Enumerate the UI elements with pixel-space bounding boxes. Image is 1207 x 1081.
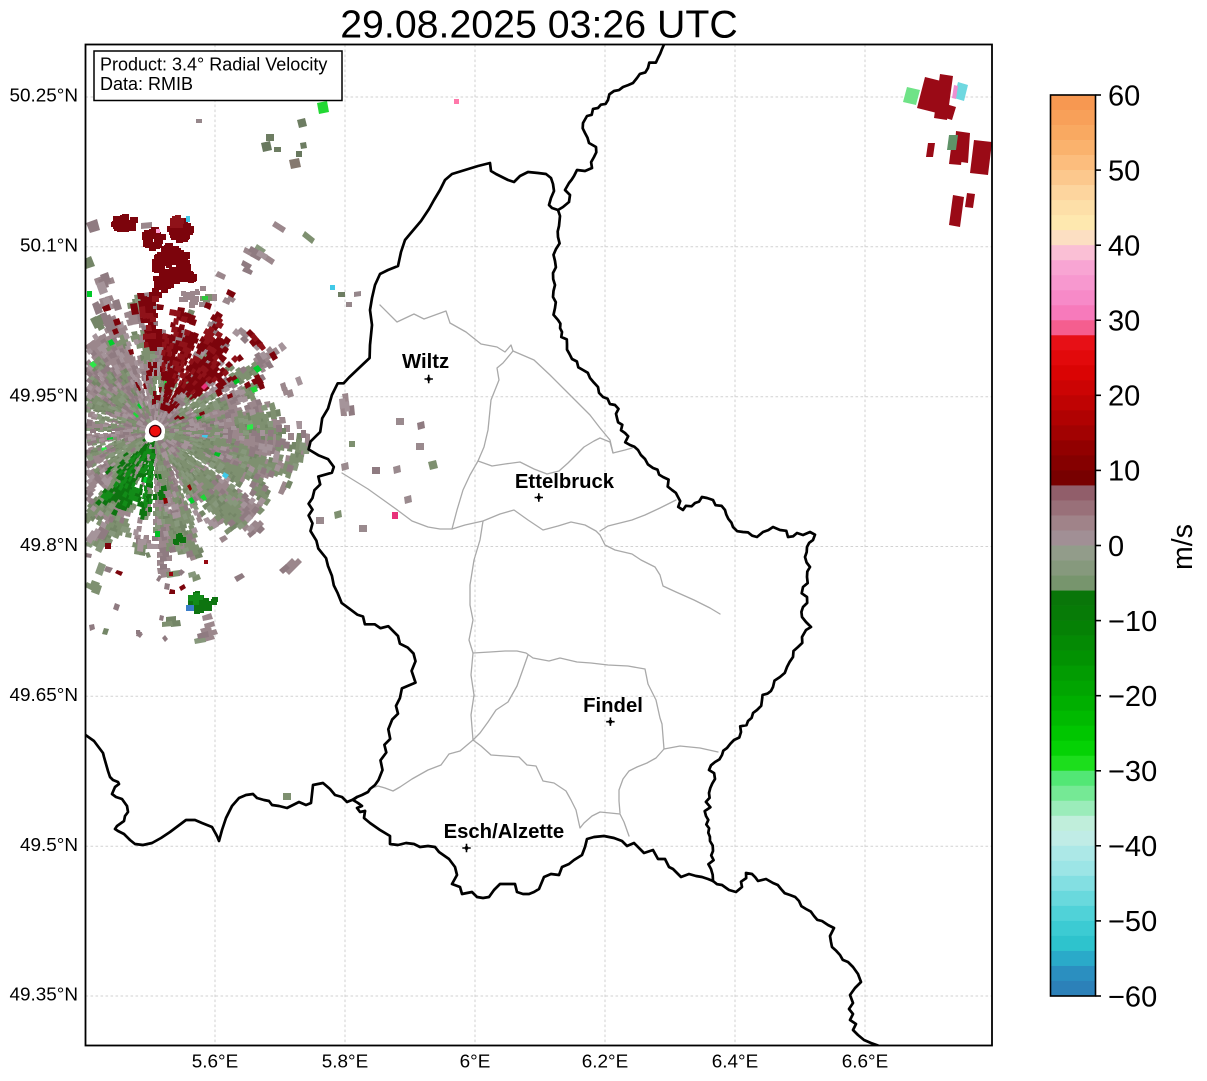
svg-text:20: 20 (1108, 381, 1140, 413)
svg-text:30: 30 (1108, 306, 1140, 338)
svg-text:Findel: Findel (583, 695, 643, 717)
svg-text:Wiltz: Wiltz (402, 351, 449, 373)
svg-text:50: 50 (1108, 155, 1140, 187)
svg-text:49.8°N: 49.8°N (20, 535, 78, 556)
svg-text:5.6°E: 5.6°E (192, 1052, 238, 1073)
svg-text:−60: −60 (1108, 981, 1157, 1013)
svg-text:−50: −50 (1108, 906, 1157, 938)
svg-text:−20: −20 (1108, 681, 1157, 713)
svg-text:29.08.2025 03:26 UTC: 29.08.2025 03:26 UTC (340, 3, 738, 47)
svg-text:−30: −30 (1108, 756, 1157, 788)
svg-text:Esch/Alzette: Esch/Alzette (444, 821, 565, 843)
svg-text:60: 60 (1108, 80, 1140, 112)
svg-text:49.5°N: 49.5°N (20, 835, 78, 856)
svg-text:Data: RMIB: Data: RMIB (100, 74, 193, 94)
svg-text:49.95°N: 49.95°N (10, 385, 78, 406)
svg-text:40: 40 (1108, 231, 1140, 263)
svg-text:6.2°E: 6.2°E (582, 1052, 628, 1073)
svg-text:5.8°E: 5.8°E (322, 1052, 368, 1073)
svg-text:Ettelbruck: Ettelbruck (515, 471, 615, 493)
svg-text:6.6°E: 6.6°E (842, 1052, 888, 1073)
svg-text:50.1°N: 50.1°N (20, 236, 78, 257)
svg-text:m/s: m/s (1167, 524, 1199, 570)
svg-text:0: 0 (1108, 531, 1124, 563)
svg-text:−10: −10 (1108, 606, 1157, 638)
svg-text:6°E: 6°E (460, 1052, 491, 1073)
svg-text:−40: −40 (1108, 831, 1157, 863)
svg-text:Product: 3.4° Radial Velocity: Product: 3.4° Radial Velocity (100, 55, 327, 75)
svg-text:10: 10 (1108, 456, 1140, 488)
svg-text:49.65°N: 49.65°N (10, 685, 78, 706)
svg-text:50.25°N: 50.25°N (10, 86, 78, 107)
svg-text:49.35°N: 49.35°N (10, 985, 78, 1006)
svg-text:6.4°E: 6.4°E (712, 1052, 758, 1073)
